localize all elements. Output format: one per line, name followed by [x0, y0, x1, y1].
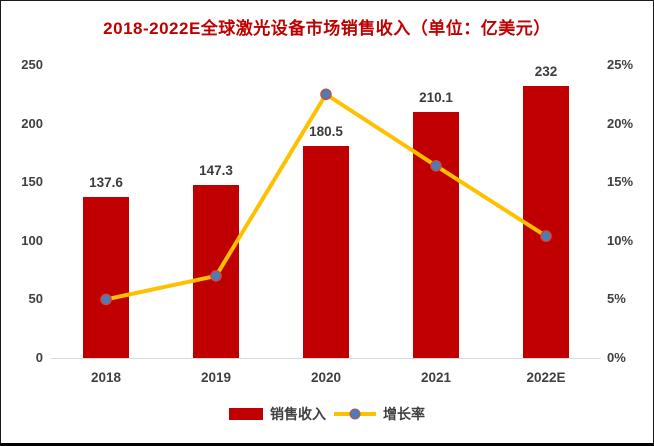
right-axis-tick: 25% — [607, 57, 634, 72]
legend-label-sales: 销售收入 — [270, 406, 326, 422]
legend: 销售收入 增长率 — [1, 404, 653, 424]
right-axis-tick: 5% — [607, 291, 626, 307]
left-axis-tick: 0 — [35, 350, 43, 365]
x-axis-label-2021: 2021 — [420, 370, 452, 385]
x-axis-label-2018: 2018 — [90, 370, 122, 385]
left-axis-tick: 50 — [28, 291, 43, 307]
right-axis-tick: 20% — [607, 115, 634, 131]
bar-2021 — [413, 111, 459, 358]
bar-2020 — [303, 146, 349, 358]
bar-series-swatch-icon — [229, 408, 263, 420]
bar-value-label: 210.1 — [419, 89, 453, 105]
bar-value-label: 232 — [534, 64, 558, 80]
legend-label-growth: 增长率 — [383, 406, 425, 422]
line-series-swatch-icon — [334, 408, 376, 420]
legend-item-sales: 销售收入 — [229, 404, 326, 424]
bar-value-label: 147.3 — [199, 163, 233, 179]
left-axis-tick: 150 — [21, 174, 43, 190]
growth-rate-marker — [320, 88, 332, 101]
legend-item-growth: 增长率 — [334, 404, 425, 424]
bar-value-label: 180.5 — [309, 124, 343, 140]
x-axis-label-2022E: 2022E — [526, 370, 566, 385]
left-axis-tick: 200 — [21, 115, 43, 131]
x-axis-label-2020: 2020 — [310, 370, 342, 385]
bar-2022E — [523, 86, 569, 358]
bar-value-label: 137.6 — [89, 174, 123, 190]
bar-2018 — [83, 196, 129, 358]
bar-2019 — [193, 185, 239, 358]
right-axis-tick: 0% — [607, 350, 626, 365]
chart-title: 2018-2022E全球激光设备市场销售收入（单位：亿美元） — [103, 19, 551, 38]
x-axis-line — [51, 358, 601, 359]
left-axis-tick: 250 — [21, 57, 43, 72]
right-axis-tick: 10% — [607, 232, 634, 248]
left-axis-tick: 100 — [21, 232, 43, 248]
right-axis-tick: 15% — [607, 174, 634, 190]
x-axis-label-2019: 2019 — [200, 370, 232, 385]
